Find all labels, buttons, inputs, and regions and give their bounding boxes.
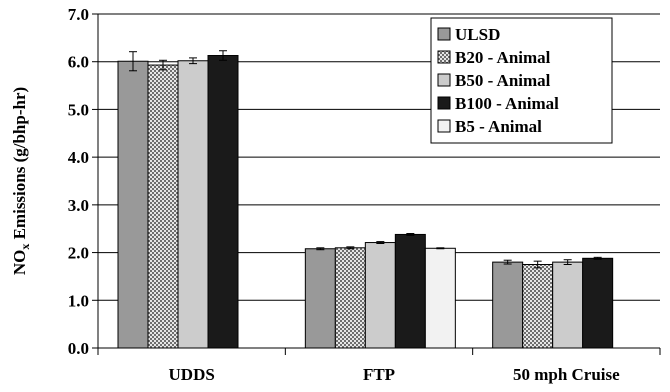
- y-axis-title-rest: Emissions (g/bhp-hr): [10, 87, 29, 244]
- bar: [147, 64, 179, 349]
- legend-swatch: [437, 119, 451, 133]
- y-tick-label: 6.0: [68, 53, 89, 72]
- y-tick-label: 2.0: [68, 244, 89, 263]
- legend: ULSD B20 - Animal B50 - Animal B100 - Anima…: [430, 17, 613, 144]
- bars-group: [117, 50, 614, 349]
- axes: 0.0 1.0 2.0 3.0 4.0 5.0 6.0 7.0 UDDS FTP 50 mph Cr…: [68, 5, 661, 384]
- x-category-label: 50 mph Cruise: [513, 365, 620, 384]
- bar: [522, 264, 554, 349]
- bar: [582, 257, 614, 349]
- bar: [492, 261, 524, 349]
- bar: [117, 60, 149, 349]
- y-axis-title: NOx Emissions (g/bhp-hr): [10, 87, 32, 275]
- y-axis-label: NOx Emissions (g/bhp-hr): [10, 87, 32, 275]
- legend-label: B50 - Animal: [455, 71, 551, 90]
- bar: [334, 247, 366, 349]
- bar: [394, 233, 426, 349]
- x-category-label: FTP: [363, 365, 395, 384]
- y-axis-title-main: NO: [10, 250, 29, 276]
- y-tick-label: 3.0: [68, 196, 89, 215]
- bar: [304, 248, 336, 349]
- legend-swatch: [437, 96, 451, 110]
- legend-label: B100 - Animal: [455, 94, 559, 113]
- y-axis-title-sub: x: [18, 244, 32, 250]
- legend-label: B5 - Animal: [455, 117, 542, 136]
- legend-swatch: [437, 50, 451, 64]
- legend-swatch: [437, 27, 451, 41]
- legend-label: ULSD: [455, 25, 500, 44]
- y-tick-label: 1.0: [68, 291, 89, 310]
- y-tick-label: 5.0: [68, 100, 89, 119]
- y-tick-label: 4.0: [68, 148, 89, 167]
- bar: [364, 242, 396, 349]
- bar: [424, 247, 456, 349]
- legend-box: [430, 17, 613, 144]
- y-tick-label: 0.0: [68, 339, 89, 358]
- bar: [552, 261, 584, 349]
- bar: [207, 55, 239, 349]
- y-tick-label: 7.0: [68, 5, 89, 24]
- bar: [177, 60, 209, 349]
- legend-swatch: [437, 73, 451, 87]
- x-category-label: UDDS: [169, 365, 215, 384]
- legend-label: B20 - Animal: [455, 48, 551, 67]
